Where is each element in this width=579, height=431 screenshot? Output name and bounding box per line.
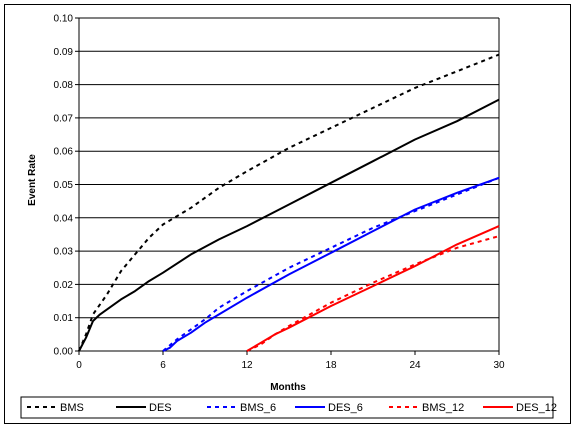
y-tick-label-1: 0.01: [54, 313, 74, 324]
legend-label-des-6: DES_6: [328, 402, 363, 414]
series-line-des-6: [162, 176, 500, 352]
y-tick-label-10: 0.10: [54, 14, 74, 25]
y-tick-label-3: 0.03: [54, 247, 74, 258]
legend-label-des-12: DES_12: [516, 402, 557, 414]
x-tick-label-1: 6: [160, 360, 166, 371]
legend-label-bms-12: BMS_12: [422, 402, 464, 414]
line-chart: 0.00 0.01 0.02 0.03 0.04 0.05 0.06 0.07 0.08 0.09…: [20, 14, 557, 419]
y-tick-label-7: 0.07: [54, 113, 74, 124]
legend: BMS DES BMS_6 DES_6 BMS_12 DES_12: [20, 396, 557, 419]
y-tick-label-6: 0.06: [54, 147, 74, 158]
legend-label-des: DES: [149, 402, 172, 414]
legend-label-bms: BMS: [60, 402, 84, 414]
legend-box: [20, 396, 554, 419]
series-line-bms-12: [246, 235, 500, 352]
series-line-des: [78, 98, 500, 352]
legend-label-bms-6: BMS_6: [240, 402, 276, 414]
y-tick-label-8: 0.08: [54, 80, 74, 91]
x-tick-label-5: 30: [493, 360, 505, 371]
x-tick-label-2: 12: [241, 360, 253, 371]
y-tick-label-0: 0.00: [54, 347, 74, 358]
x-tick-label-0: 0: [76, 360, 82, 371]
grid-layer: [79, 17, 499, 352]
y-tick-label-4: 0.04: [54, 213, 74, 224]
x-tick-label-4: 24: [409, 360, 421, 371]
series-line-bms-6: [162, 176, 500, 352]
axis-layer: 0.00 0.01 0.02 0.03 0.04 0.05 0.06 0.07 0.08 0.09…: [54, 14, 505, 372]
series-line-des-12: [246, 225, 500, 352]
x-tick-label-3: 18: [325, 360, 337, 371]
series-layer: [78, 53, 500, 352]
y-tick-label-5: 0.05: [54, 180, 74, 191]
x-axis-title: Months: [270, 382, 306, 393]
y-tick-label-2: 0.02: [54, 280, 74, 291]
y-tick-label-9: 0.09: [54, 47, 74, 58]
y-axis-title: Event Rate: [27, 154, 38, 206]
chart-frame: 0.00 0.01 0.02 0.03 0.04 0.05 0.06 0.07 0.08 0.09…: [4, 4, 571, 424]
series-line-bms: [78, 53, 500, 352]
